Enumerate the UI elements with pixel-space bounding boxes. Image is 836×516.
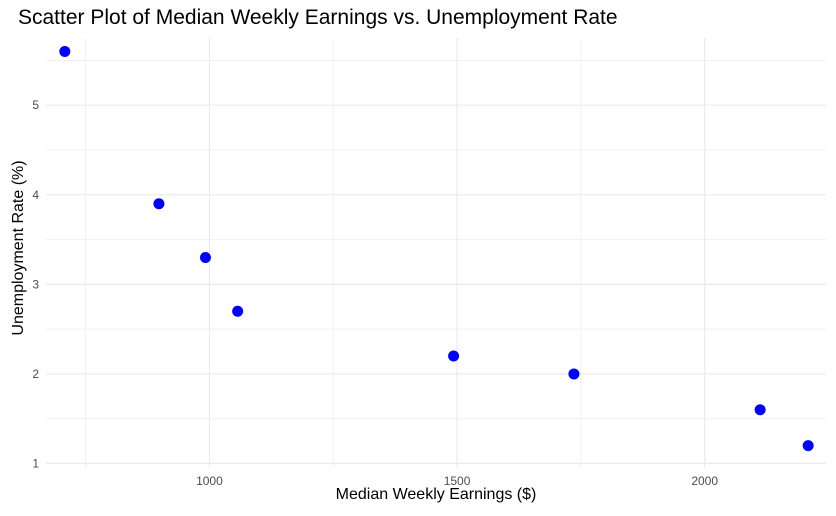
major-gridlines [46, 38, 826, 468]
y-axis-label: Unemployment Rate (%) [10, 160, 27, 336]
x-tick-label: 1500 [444, 474, 471, 488]
data-points [59, 45, 814, 452]
y-tick-label: 1 [32, 457, 39, 471]
y-tick-label: 3 [32, 277, 39, 291]
y-tick-label: 5 [32, 98, 39, 112]
data-point [153, 198, 165, 210]
data-point [754, 404, 766, 416]
minor-gridlines [46, 38, 826, 468]
x-tick-label: 1000 [196, 474, 223, 488]
x-tick-label: 2000 [691, 474, 718, 488]
x-axis-label: Median Weekly Earnings ($) [335, 486, 537, 503]
data-point [568, 368, 580, 380]
x-tick-labels: 1000 1500 2000 [196, 474, 718, 488]
chart-title: Scatter Plot of Median Weekly Earnings v… [18, 6, 618, 29]
y-tick-label: 2 [32, 367, 39, 381]
data-point [59, 45, 71, 57]
data-point [199, 251, 211, 263]
y-tick-label: 4 [32, 188, 39, 202]
data-point [448, 350, 460, 362]
data-point [232, 305, 244, 317]
data-point [802, 440, 814, 452]
y-tick-labels: 1 2 3 4 5 [32, 98, 39, 470]
